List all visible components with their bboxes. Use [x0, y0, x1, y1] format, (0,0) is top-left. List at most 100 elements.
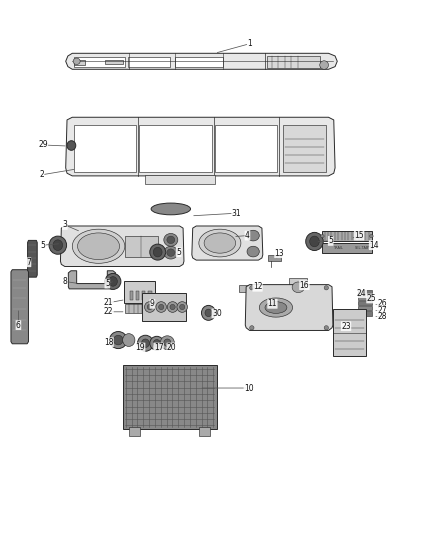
- Text: 9: 9: [150, 300, 155, 308]
- Ellipse shape: [159, 304, 164, 310]
- Ellipse shape: [259, 298, 293, 317]
- Ellipse shape: [320, 61, 328, 69]
- Ellipse shape: [138, 335, 153, 351]
- Text: 14: 14: [369, 241, 379, 249]
- Text: 28: 28: [377, 312, 387, 321]
- Bar: [136, 291, 139, 300]
- Text: 5: 5: [105, 279, 110, 288]
- Text: 5: 5: [176, 248, 181, 256]
- Bar: [268, 255, 281, 261]
- Text: 23: 23: [341, 322, 351, 330]
- Ellipse shape: [204, 233, 236, 253]
- Text: 22: 22: [104, 308, 113, 316]
- Ellipse shape: [247, 230, 259, 241]
- Bar: [142, 291, 145, 300]
- Bar: [175, 57, 223, 67]
- Bar: [199, 427, 210, 436]
- Bar: [125, 304, 152, 313]
- Bar: [333, 309, 366, 356]
- Polygon shape: [192, 226, 263, 260]
- Ellipse shape: [150, 336, 164, 350]
- Ellipse shape: [164, 339, 171, 346]
- Text: 3: 3: [62, 221, 67, 229]
- Bar: [148, 291, 152, 300]
- Text: 25: 25: [367, 294, 376, 303]
- Text: 16: 16: [300, 281, 309, 289]
- Polygon shape: [11, 270, 28, 344]
- Ellipse shape: [250, 286, 254, 290]
- Bar: [124, 281, 155, 303]
- Bar: [322, 231, 372, 241]
- Ellipse shape: [324, 326, 328, 330]
- Ellipse shape: [310, 236, 319, 247]
- Text: 5: 5: [40, 241, 46, 249]
- Ellipse shape: [109, 277, 117, 286]
- Ellipse shape: [110, 332, 127, 349]
- Text: 10: 10: [244, 384, 254, 392]
- Bar: [125, 236, 158, 257]
- Bar: [130, 291, 133, 300]
- Text: 15: 15: [354, 231, 364, 240]
- Text: 12: 12: [253, 282, 262, 291]
- Text: 19: 19: [135, 343, 145, 352]
- Text: 31: 31: [232, 209, 241, 217]
- Bar: [358, 306, 372, 310]
- Ellipse shape: [164, 246, 178, 259]
- Text: 18: 18: [104, 338, 113, 346]
- Ellipse shape: [167, 249, 175, 256]
- Ellipse shape: [153, 247, 162, 257]
- Polygon shape: [66, 53, 337, 69]
- Text: 20: 20: [167, 343, 177, 352]
- Polygon shape: [74, 60, 85, 65]
- Bar: [129, 427, 140, 436]
- Ellipse shape: [156, 302, 166, 312]
- Ellipse shape: [177, 302, 187, 312]
- Text: 26: 26: [377, 300, 387, 308]
- Bar: [289, 278, 307, 296]
- Ellipse shape: [306, 232, 323, 251]
- Polygon shape: [245, 285, 333, 330]
- Ellipse shape: [205, 309, 212, 317]
- Text: 4: 4: [245, 231, 250, 240]
- Ellipse shape: [73, 58, 80, 64]
- Ellipse shape: [123, 334, 135, 346]
- Text: 8: 8: [63, 277, 67, 286]
- Ellipse shape: [72, 229, 125, 263]
- Text: 24: 24: [357, 289, 367, 297]
- Bar: [74, 125, 136, 172]
- Ellipse shape: [265, 302, 287, 313]
- Ellipse shape: [167, 236, 175, 244]
- Ellipse shape: [78, 233, 120, 260]
- Text: 27: 27: [377, 306, 387, 314]
- Bar: [322, 243, 372, 253]
- Text: 6: 6: [16, 321, 21, 329]
- Bar: [358, 290, 372, 294]
- Polygon shape: [28, 240, 37, 277]
- Text: 1: 1: [247, 39, 252, 48]
- Text: 2: 2: [39, 171, 44, 179]
- Text: 5: 5: [328, 237, 333, 245]
- Text: 13: 13: [275, 249, 284, 257]
- Ellipse shape: [53, 240, 63, 251]
- Ellipse shape: [164, 233, 178, 246]
- Ellipse shape: [370, 235, 373, 238]
- Ellipse shape: [141, 339, 149, 348]
- Ellipse shape: [250, 326, 254, 330]
- Bar: [358, 311, 372, 316]
- Text: 30: 30: [212, 309, 222, 318]
- Ellipse shape: [292, 282, 304, 293]
- Ellipse shape: [160, 336, 174, 350]
- Polygon shape: [105, 60, 123, 64]
- Ellipse shape: [105, 273, 121, 289]
- Polygon shape: [145, 175, 215, 184]
- Ellipse shape: [67, 141, 76, 150]
- Bar: [123, 365, 217, 429]
- Ellipse shape: [49, 236, 67, 254]
- Text: TRAIL: TRAIL: [333, 246, 343, 250]
- Bar: [283, 125, 326, 172]
- Ellipse shape: [180, 304, 185, 310]
- Text: SEL.TAB: SEL.TAB: [355, 246, 369, 250]
- Bar: [142, 293, 186, 321]
- Bar: [267, 56, 320, 68]
- Bar: [239, 285, 264, 292]
